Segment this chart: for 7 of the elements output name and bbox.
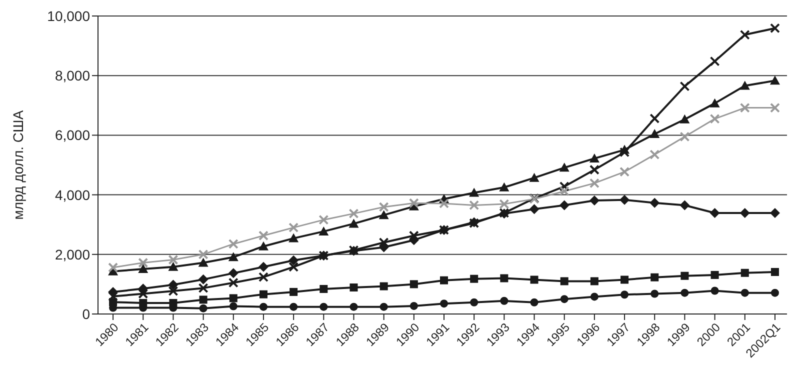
y-tick-label: 0 [82, 306, 90, 322]
y-tick-label: 10,000 [47, 8, 90, 24]
y-tick-label: 2,000 [54, 246, 90, 262]
y-axis-title: млрд долл. США [10, 110, 26, 220]
y-tick-label: 6,000 [54, 127, 90, 144]
y-tick-label: 4,000 [54, 186, 90, 203]
y-tick-label: 8,000 [54, 68, 90, 84]
